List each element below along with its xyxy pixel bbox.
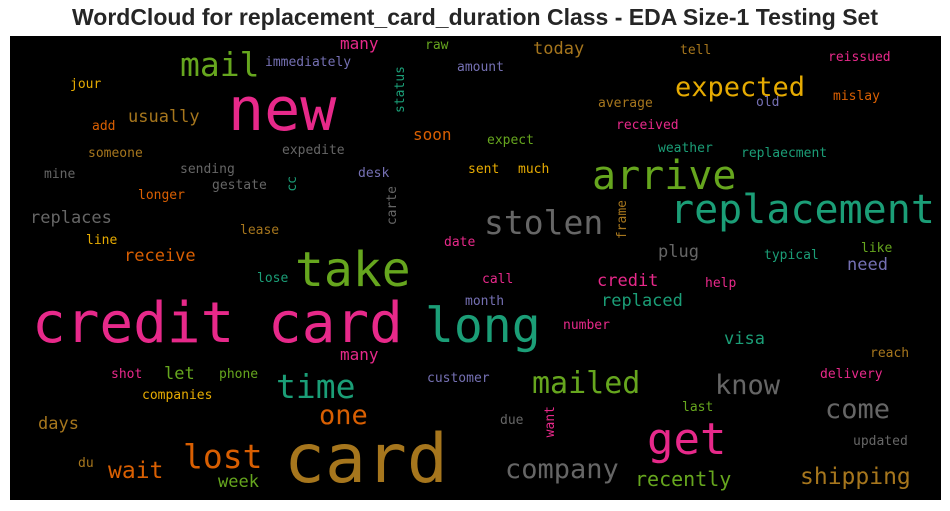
word-updated: updated (853, 434, 908, 449)
word-add: add (92, 119, 116, 134)
word-week: week (218, 472, 259, 492)
word-soon: soon (413, 125, 452, 144)
word-much: much (518, 162, 550, 177)
word-du: du (78, 456, 94, 471)
word-expect: expect (487, 133, 534, 148)
word-someone: someone (88, 146, 143, 161)
word-longer: longer (138, 188, 185, 203)
word-expedite: expedite (282, 143, 345, 158)
word-card: card (284, 420, 448, 499)
word-today: today (533, 39, 585, 59)
word-carte: carte (385, 186, 400, 226)
word-get: get (647, 414, 727, 465)
word-credit: credit (597, 271, 659, 291)
word-month: month (465, 294, 505, 309)
word-lost: lost (183, 437, 263, 476)
word-gestate: gestate (212, 178, 267, 193)
word-replaces: replaces (30, 208, 112, 228)
word-want: want (543, 406, 558, 438)
word-received: received (616, 118, 679, 133)
word-raw: raw (425, 38, 449, 53)
word-wait: wait (108, 458, 164, 484)
word-plug: plug (658, 242, 699, 262)
wordcloud-canvas: new mail many immediately raw today tell… (10, 36, 941, 500)
word-recently: recently (635, 467, 732, 491)
word-due: due (500, 413, 524, 428)
word-last: last (682, 400, 714, 415)
word-tell: tell (680, 43, 712, 58)
word-reissued: reissued (828, 50, 891, 65)
word-date: date (444, 235, 476, 250)
word-long: long (425, 298, 541, 354)
word-let: let (164, 364, 195, 384)
word-like: like (861, 241, 893, 256)
word-credit-card: credit card (32, 291, 403, 356)
word-mailed: mailed (532, 366, 641, 401)
word-time: time (276, 367, 356, 406)
word-amount: amount (457, 60, 504, 75)
word-stolen: stolen (484, 203, 604, 242)
word-immediately: immediately (265, 55, 352, 70)
word-average: average (598, 96, 653, 111)
word-company: company (505, 454, 619, 485)
word-weather: weather (658, 141, 713, 156)
word-mine: mine (44, 167, 76, 182)
word-frame: frame (615, 200, 630, 240)
word-take: take (295, 242, 411, 298)
chart-title: WordCloud for replacement_card_duration … (71, 4, 878, 30)
word-mislay: mislay (833, 89, 880, 104)
word-cc: cc (285, 176, 300, 192)
word-desk: desk (358, 166, 390, 181)
word-know: know (715, 370, 781, 401)
word-customer: customer (427, 371, 490, 386)
word-usually: usually (128, 107, 200, 127)
word-need: need (847, 255, 888, 275)
word-expected: expected (675, 72, 806, 103)
word-receive: receive (124, 246, 196, 266)
word-old: old (756, 95, 780, 110)
word-arrive: arrive (592, 153, 737, 199)
word-companies: companies (142, 388, 213, 403)
word-one: one (319, 400, 368, 431)
word-call: call (482, 272, 514, 287)
word-many: many (340, 345, 379, 364)
word-come: come (825, 394, 891, 425)
word-lease: lease (240, 223, 280, 238)
word-many-top: many (340, 36, 379, 53)
word-jour: jour (70, 77, 102, 92)
word-replaecment: replaecment (741, 146, 828, 161)
word-new: new (228, 75, 337, 145)
word-days: days (38, 414, 79, 434)
word-delivery: delivery (820, 367, 883, 382)
word-help: help (705, 276, 737, 291)
word-mail: mail (180, 45, 260, 84)
word-visa: visa (724, 329, 765, 349)
word-number: number (563, 318, 610, 333)
word-shipping: shipping (800, 464, 911, 490)
word-phone: phone (219, 367, 259, 382)
word-reach: reach (870, 346, 910, 361)
word-sending: sending (180, 162, 235, 177)
word-lose: lose (257, 271, 289, 286)
word-status: status (393, 66, 408, 113)
word-replaced: replaced (601, 291, 683, 311)
word-sent: sent (468, 162, 500, 177)
word-replacement: replacement (670, 187, 935, 233)
word-shot: shot (111, 367, 143, 382)
word-line: line (86, 233, 118, 248)
word-typical: typical (764, 248, 819, 263)
